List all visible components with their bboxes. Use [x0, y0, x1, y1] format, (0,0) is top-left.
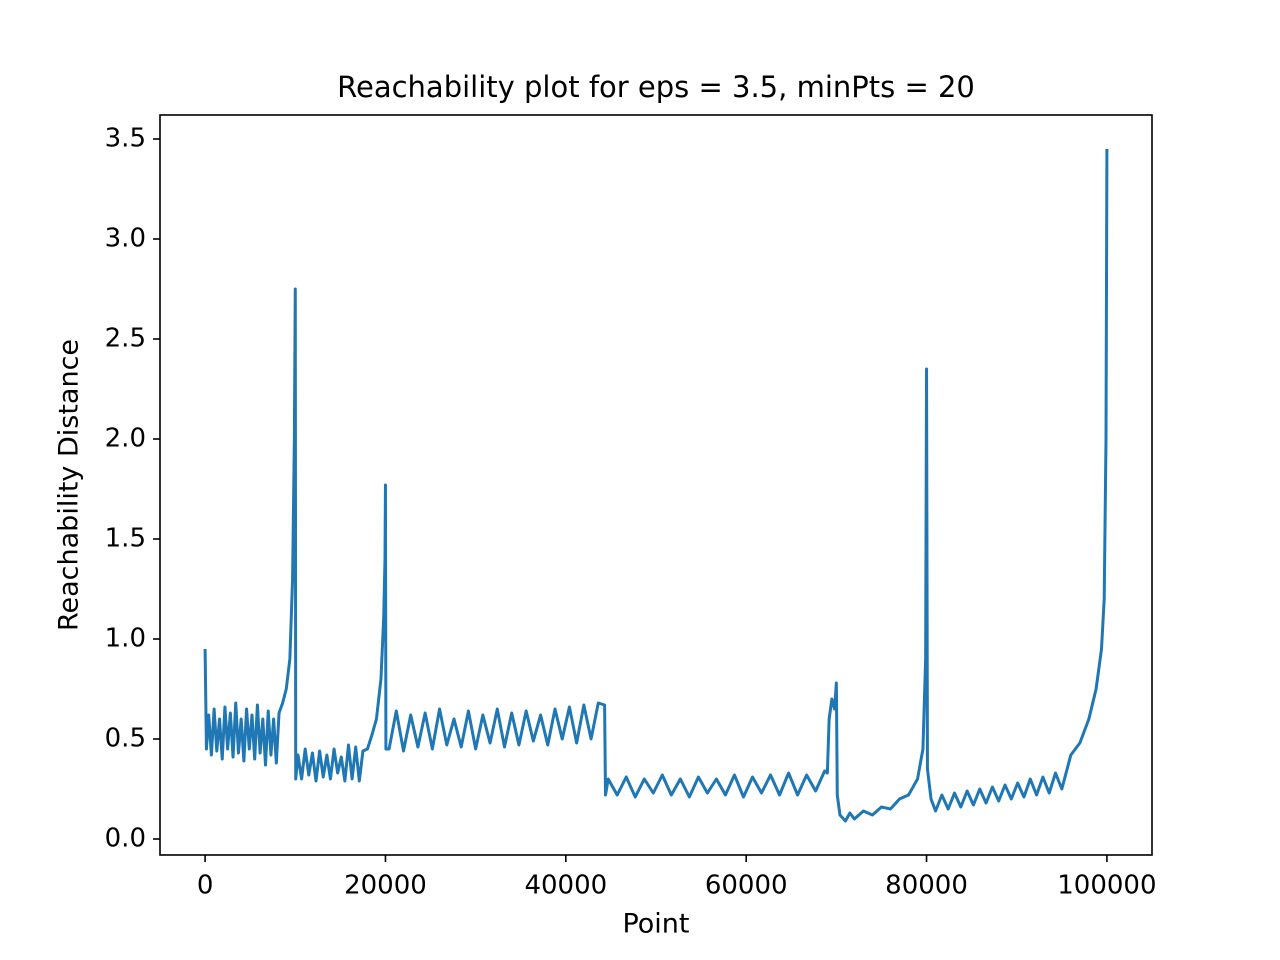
x-tick-label: 80000 — [885, 871, 968, 901]
x-tick-label: 100000 — [1057, 871, 1156, 901]
y-tick-label: 3.0 — [105, 224, 146, 254]
x-tick-label: 20000 — [344, 871, 427, 901]
y-tick-label: 0.5 — [105, 724, 146, 754]
x-tick-label: 0 — [197, 871, 214, 901]
y-tick-label: 1.0 — [105, 624, 146, 654]
y-tick-label: 3.5 — [105, 124, 146, 154]
plot-frame — [159, 114, 1153, 856]
x-tick-label: 40000 — [524, 871, 607, 901]
x-axis-label: Point — [622, 909, 689, 940]
y-tick-label: 1.5 — [105, 524, 146, 554]
y-tick-label: 2.5 — [105, 324, 146, 354]
y-tick-label: 2.0 — [105, 424, 146, 454]
y-axis-label: Reachability Distance — [54, 339, 85, 631]
chart-title: Reachability plot for eps = 3.5, minPts … — [337, 70, 975, 104]
data-line — [203, 148, 1109, 823]
x-tick-label: 60000 — [705, 871, 788, 901]
y-tick-label: 0.0 — [105, 824, 146, 854]
